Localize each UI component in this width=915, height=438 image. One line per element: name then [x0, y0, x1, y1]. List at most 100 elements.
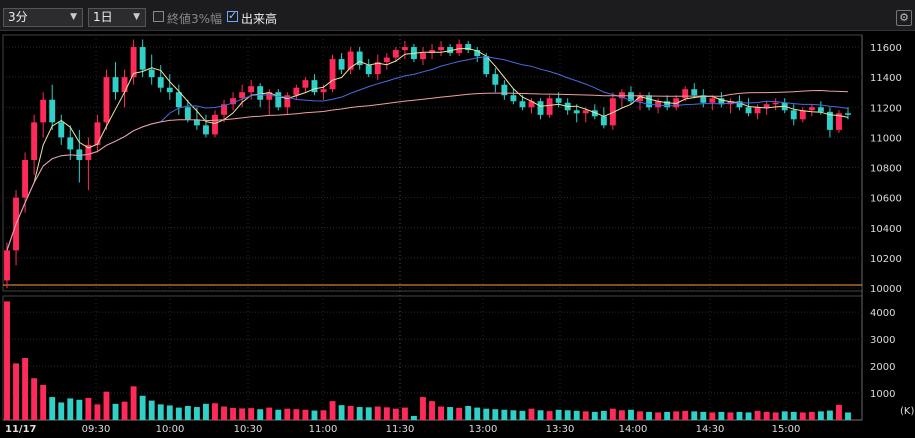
volume-bar	[600, 410, 607, 420]
volume-checkbox[interactable]	[227, 9, 238, 22]
volume-bar	[374, 406, 381, 420]
volume-bar	[790, 411, 797, 420]
candle-body	[718, 98, 725, 105]
candle-body	[501, 84, 508, 96]
volume-bar	[836, 404, 842, 420]
candle-body	[664, 101, 671, 108]
volume-bar	[736, 411, 743, 420]
volume-bar	[338, 405, 345, 420]
candle-body	[121, 77, 128, 93]
volume-bar	[772, 412, 779, 420]
volume-unit-label: (K)	[900, 406, 914, 417]
time-tick-label: 11:30	[386, 424, 415, 435]
volume-bar	[799, 412, 806, 420]
volume-bar	[13, 363, 19, 420]
candle-body	[112, 77, 119, 93]
volume-bar	[474, 407, 481, 420]
volume-bar	[691, 411, 698, 420]
volume-bar	[664, 411, 671, 420]
volume-bar	[257, 409, 264, 420]
volume-bar	[203, 403, 209, 420]
candle-body	[230, 98, 237, 105]
volume-bar	[410, 415, 417, 420]
candle-body	[374, 62, 381, 75]
price-tick-label: 10800	[870, 164, 902, 175]
candle-body	[519, 101, 526, 108]
candle-body	[691, 89, 698, 96]
volume-bar	[212, 403, 218, 420]
candle-body	[673, 98, 680, 108]
candle-body	[266, 92, 273, 100]
volume-bar	[103, 391, 110, 420]
volume-bar	[284, 408, 291, 420]
volume-bar	[329, 401, 336, 420]
candle-body	[383, 57, 390, 63]
candle-body	[184, 107, 191, 120]
candle-body	[510, 95, 517, 102]
volume-bar	[564, 410, 571, 420]
candle-body	[817, 107, 824, 112]
volume-bar	[392, 408, 399, 420]
candle-body	[356, 51, 363, 66]
candle-body	[311, 80, 318, 93]
candle-body	[347, 51, 354, 70]
volume-bar	[383, 407, 390, 420]
volume-bar	[528, 408, 535, 420]
volume-bar	[401, 407, 408, 420]
candle-body	[628, 92, 634, 102]
candle-body	[139, 47, 146, 70]
chart-toolbar: 3分 ▼ 1日 ▼ 終値3%幅 出来高 ⚙	[0, 0, 915, 31]
volume-bar	[537, 410, 544, 420]
time-tick-label: 11:00	[309, 424, 338, 435]
span-select[interactable]: 1日 ▼	[88, 8, 146, 27]
gear-icon[interactable]: ⚙	[896, 10, 912, 26]
time-tick-label: 15:00	[772, 424, 801, 435]
volume-bar	[94, 404, 101, 420]
candle-body	[320, 89, 327, 93]
chevron-down-icon: ▼	[70, 12, 77, 22]
volume-bar	[727, 412, 734, 420]
volume-bar	[745, 412, 752, 420]
volume-bar	[628, 409, 634, 420]
volume-bar	[22, 358, 29, 420]
volume-bar	[293, 409, 300, 420]
candle-body	[275, 92, 282, 108]
candle-body	[103, 77, 110, 123]
candle-body	[130, 47, 137, 78]
candle-body	[302, 80, 309, 88]
candle-body	[58, 122, 65, 138]
volume-bar	[826, 410, 833, 420]
candle-body	[537, 101, 544, 115]
volume-tick-label: 3000	[870, 335, 895, 346]
price-tick-label: 10600	[870, 194, 902, 205]
volume-bar	[58, 402, 65, 420]
price-tick-label: 11000	[870, 133, 902, 144]
volume-bar	[754, 410, 761, 420]
date-label: 11/17	[5, 424, 37, 435]
threshold-label: 終値3%幅	[167, 12, 223, 26]
volume-bar	[673, 411, 680, 420]
candle-body	[175, 92, 182, 108]
candle-body	[799, 110, 806, 120]
candle-body	[646, 95, 652, 108]
candle-body	[582, 110, 589, 114]
candle-body	[826, 111, 833, 130]
candle-body	[22, 159, 29, 198]
candle-body	[763, 104, 770, 108]
threshold-checkbox[interactable]	[153, 11, 164, 22]
candle-body	[573, 110, 580, 114]
candle-body	[157, 77, 164, 88]
volume-bar	[808, 411, 815, 420]
volume-bar	[483, 408, 490, 420]
volume-bar	[320, 410, 327, 420]
interval-select[interactable]: 3分 ▼	[3, 8, 83, 27]
candle-body	[845, 113, 851, 115]
volume-bar	[166, 405, 173, 420]
candle-body	[40, 99, 47, 123]
volume-bar	[781, 411, 788, 420]
candle-body	[754, 107, 761, 114]
candle-body	[700, 95, 707, 103]
candle-body	[338, 59, 345, 70]
candle-body	[836, 113, 842, 130]
volume-bar	[555, 409, 562, 420]
